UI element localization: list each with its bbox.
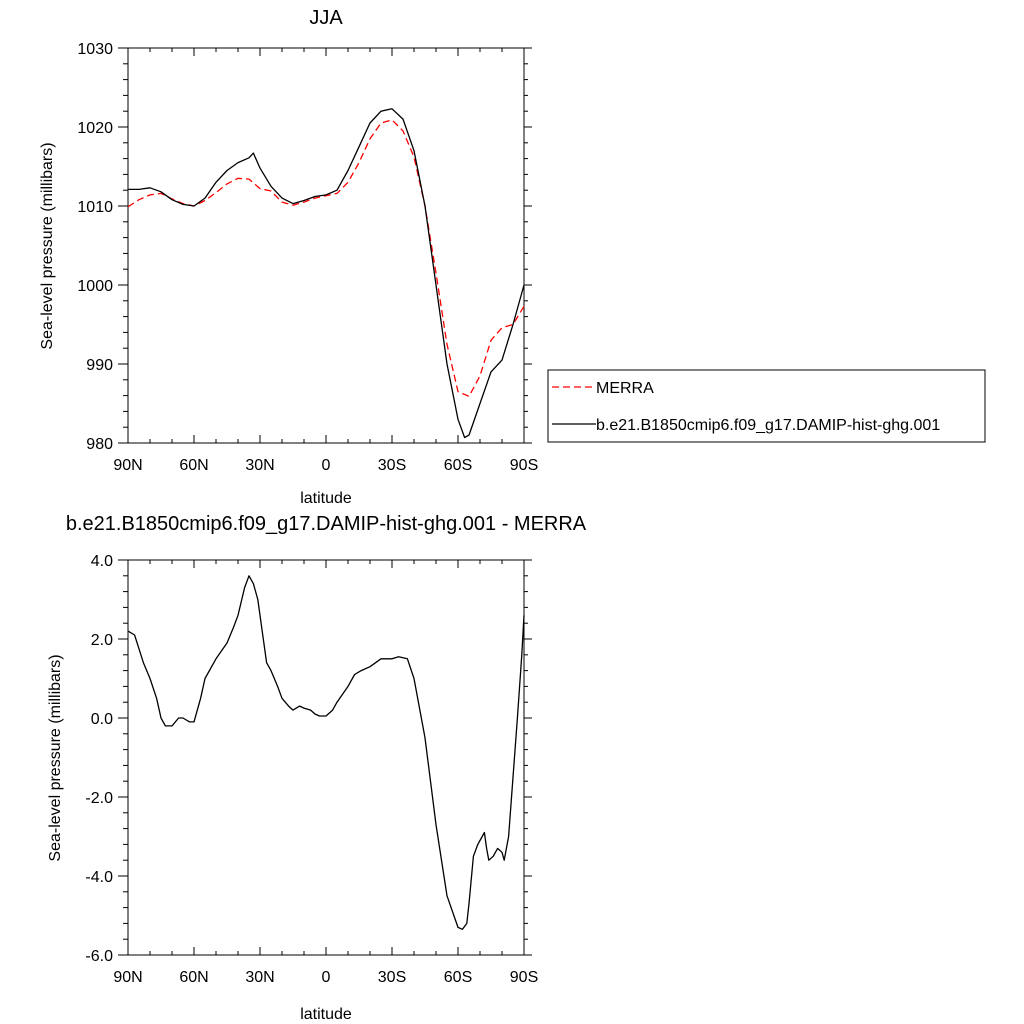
bottom-x-tick-label: 60S: [444, 969, 472, 986]
bottom-panel: b.e21.B1850cmip6.f09_g17.DAMIP-hist-ghg.…: [47, 513, 587, 1023]
bottom-y-tick-label: 4.0: [91, 553, 113, 570]
top-series-line-merra: [127, 119, 525, 398]
top-x-tick-label: 60S: [444, 457, 472, 474]
legend: MERRA b.e21.B1850cmip6.f09_g17.DAMIP-his…: [547, 369, 986, 443]
bottom-y-tick-label: -6.0: [85, 948, 113, 965]
top-x-axis-label: latitude: [300, 490, 352, 507]
top-series-line-model: [128, 108, 525, 439]
bottom-x-axis-label: latitude: [300, 1006, 352, 1023]
top-plot-area: 90N 60N 30N 0 30S 60S 90S 980 990 1000 1010 1020 103…: [77, 41, 538, 474]
top-y-tick-label: 1000: [77, 278, 113, 295]
bottom-plot-frame: [127, 559, 525, 956]
top-x-tick-label: 90N: [113, 457, 142, 474]
top-x-tick-label: 60N: [179, 457, 208, 474]
bottom-x-tick-label: 60N: [179, 969, 208, 986]
bottom-y-axis-label: Sea-level pressure (millibars): [47, 654, 64, 861]
bottom-series-line-difference: [127, 575, 525, 930]
bottom-y-tick-label: -4.0: [85, 869, 113, 886]
bottom-plot-area: 90N 60N 30N 0 30S 60S 90S -6.0 -4.0 -2.0 0.0 2.0 4.0: [85, 553, 538, 986]
top-y-tick-label: 1030: [77, 41, 113, 58]
top-panel: JJA 90N 60N 30N 0 30S 60S 90S 980 990 1000 1010 102…: [39, 7, 986, 507]
top-plot-frame: [127, 47, 525, 444]
top-x-tick-label: 30N: [245, 457, 274, 474]
bottom-x-tick-label: 90N: [113, 969, 142, 986]
top-chart-title: JJA: [309, 7, 343, 29]
bottom-chart-title: b.e21.B1850cmip6.f09_g17.DAMIP-hist-ghg.…: [66, 513, 587, 535]
top-x-tick-label: 0: [322, 457, 331, 474]
legend-box: [547, 369, 986, 443]
legend-label-merra: MERRA: [596, 380, 654, 397]
top-y-tick-label: 1020: [77, 120, 113, 137]
bottom-y-tick-label: 2.0: [91, 632, 113, 649]
top-x-tick-label: 90S: [510, 457, 538, 474]
bottom-x-tick-label: 90S: [510, 969, 538, 986]
top-y-tick-label: 980: [86, 436, 113, 453]
top-y-axis-label: Sea-level pressure (millibars): [39, 142, 56, 349]
bottom-x-tick-label: 0: [322, 969, 331, 986]
top-x-tick-label: 30S: [378, 457, 406, 474]
legend-label-model: b.e21.B1850cmip6.f09_g17.DAMIP-hist-ghg.…: [596, 417, 940, 434]
top-y-tick-label: 1010: [77, 199, 113, 216]
bottom-y-tick-label: 0.0: [91, 711, 113, 728]
bottom-x-tick-label: 30S: [378, 969, 406, 986]
bottom-x-tick-label: 30N: [245, 969, 274, 986]
bottom-y-tick-label: -2.0: [85, 790, 113, 807]
top-y-tick-label: 990: [86, 357, 113, 374]
